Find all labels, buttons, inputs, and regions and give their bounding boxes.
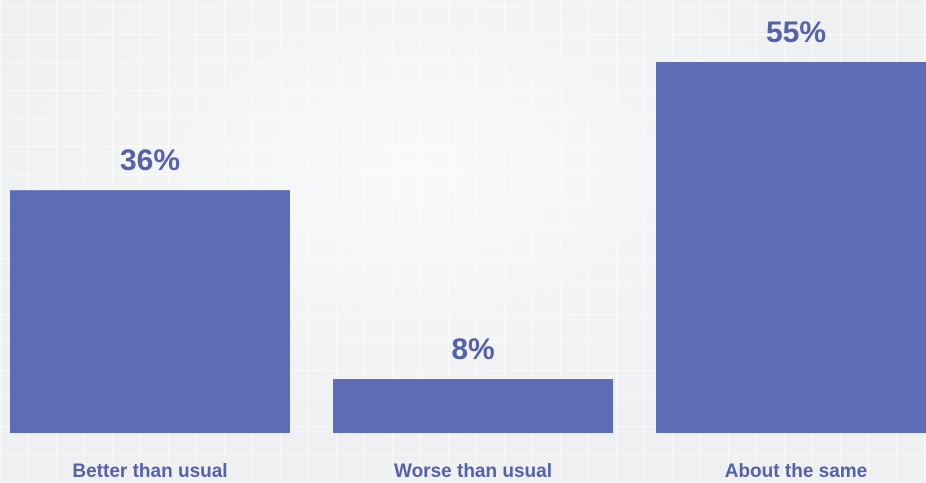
value-label-worse-than-usual: 8% [451,333,494,366]
bar-worse-than-usual [333,379,613,433]
bars-group [10,62,926,433]
value-labels-group: 36% 8% 55% [120,16,826,366]
category-label-worse-than-usual: Worse than usual [394,461,552,482]
value-label-better-than-usual: 36% [120,144,180,177]
bar-better-than-usual [10,190,290,433]
value-label-about-the-same: 55% [766,16,826,49]
category-labels-group: Better than usual Worse than usual About t… [72,461,867,482]
category-label-about-the-same: About the same [725,461,868,482]
category-label-better-than-usual: Better than usual [72,461,227,482]
bar-about-the-same [656,62,926,433]
